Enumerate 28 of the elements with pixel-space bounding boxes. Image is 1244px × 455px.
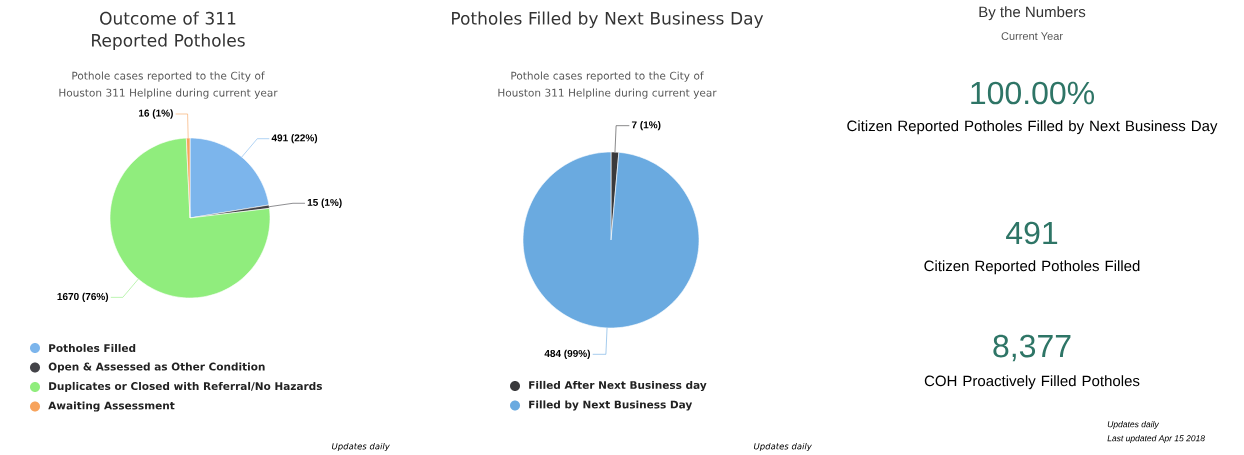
text: Updates daily	[332, 442, 390, 452]
text: By the Numbers	[979, 6, 1086, 21]
legend-label: Awaiting Assessment	[48, 401, 175, 412]
legend-label: Duplicates or Closed with Referral/No Hazards	[49, 381, 322, 393]
category-label: COH Proactively Filled Potholes	[924, 375, 1140, 390]
legend-label: Potholes Filled	[49, 343, 136, 353]
chart-subtitle: Pothole cases reported to the City of Houston 311 Helpline during current year	[59, 71, 278, 99]
chart-subtitle: Pothole cases reported to the City of Houston 311 Helpline during current year	[498, 71, 717, 99]
legend-label: Filled by Next Business Day	[529, 400, 693, 411]
text: Updates daily	[754, 442, 812, 452]
category-label: Citizen Reported Potholes Filled	[924, 260, 1140, 275]
data-label: 100.00%	[971, 81, 1095, 105]
category-label: Citizen Reported Potholes Filled by Next Business Day	[847, 120, 1218, 135]
data-label: 491 (22%)	[271, 134, 318, 144]
data-label: 15 (1%)	[307, 198, 342, 208]
data-label: 8,377	[993, 334, 1071, 362]
data-label: 16 (1%)	[139, 109, 173, 119]
legend-label: Filled After Next Business day	[529, 380, 707, 392]
text: Updates daily	[1107, 421, 1160, 429]
text: Current Year	[1001, 32, 1063, 40]
text: Last updated Apr 15 2018	[1107, 435, 1205, 443]
data-label: 1670 (76%)	[57, 292, 109, 303]
data-label: 484 (99%)	[544, 349, 590, 359]
chart-title: Outcome of 311 Reported Potholes	[92, 11, 245, 50]
data-label: 7 (1%)	[631, 121, 661, 131]
legend-label: Open & Assessed as Other Condition	[48, 362, 265, 373]
data-label: 491	[1006, 221, 1058, 245]
chart-title: Potholes Filled by Next Business Day	[452, 11, 764, 28]
